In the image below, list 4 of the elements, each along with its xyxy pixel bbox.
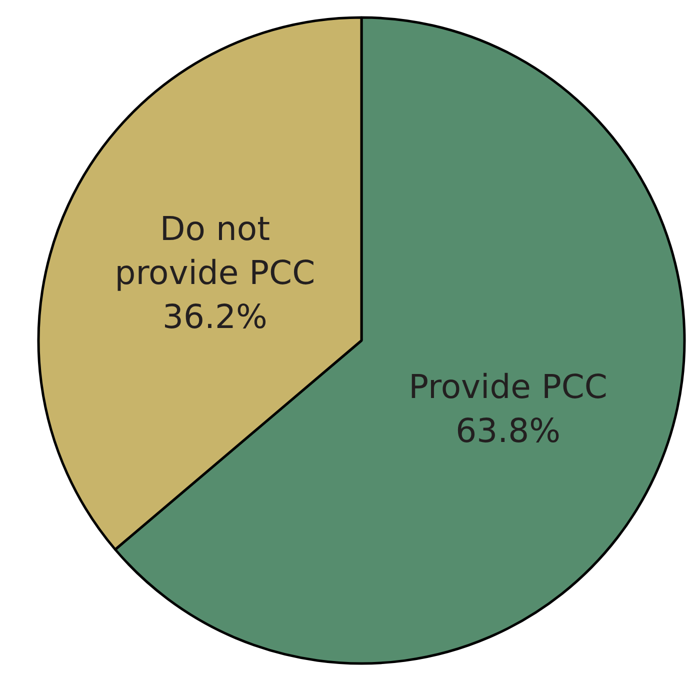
data-label: 63.8%	[456, 410, 560, 450]
data-label: 36.2%	[162, 297, 268, 336]
slice-label: Do not provide PCC	[114, 209, 316, 292]
slice-label: Provide PCC	[408, 366, 608, 406]
